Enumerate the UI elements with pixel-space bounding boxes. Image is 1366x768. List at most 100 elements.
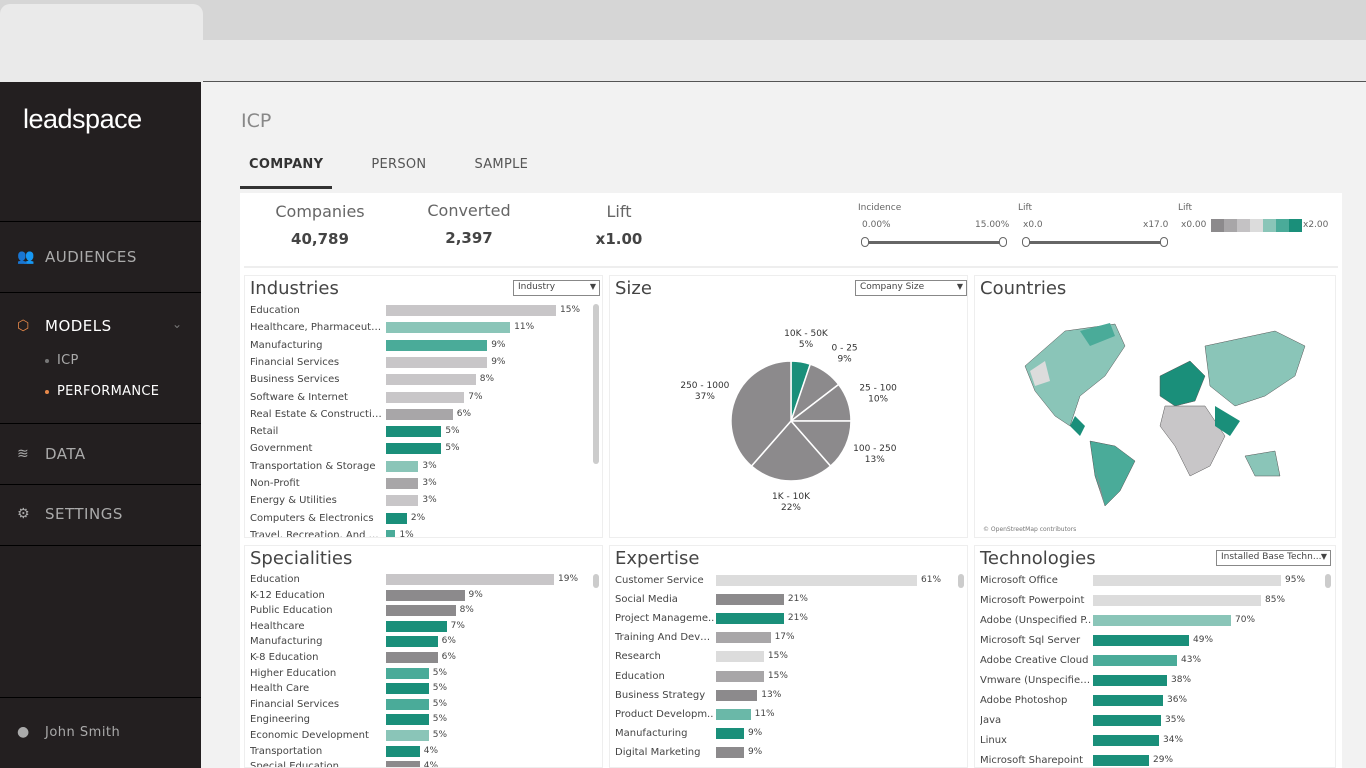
bar-label: Training And Devel.. — [615, 632, 715, 644]
scrollbar[interactable] — [593, 304, 599, 464]
bar-row[interactable]: Computers & Electronics 2% — [245, 511, 602, 526]
bar-row[interactable]: Linux 34% — [975, 734, 1335, 748]
bar-row[interactable]: Financial Services 9% — [245, 355, 602, 370]
bar-row[interactable]: Customer Service 61% — [610, 574, 967, 588]
bar-row[interactable]: Engineering 5% — [245, 713, 602, 727]
bar-value: 3% — [422, 460, 437, 471]
bar — [385, 682, 430, 696]
bar-value: 7% — [450, 620, 465, 631]
lift-slider[interactable] — [1022, 237, 1168, 247]
bar-row[interactable]: Product Developm.. 11% — [610, 707, 967, 722]
bar-row[interactable]: Adobe (Unspecified P.. 70% — [975, 614, 1335, 628]
bar-row[interactable]: Special Education 4% — [245, 760, 602, 767]
company-size-dropdown[interactable]: Company Size ▼ — [855, 280, 967, 296]
bar-label: Education — [250, 305, 300, 316]
sidebar-item-data[interactable]: ≋ DATA — [17, 445, 86, 463]
user-name: John Smith — [45, 724, 121, 740]
bar-row[interactable]: Business Services 8% — [245, 373, 602, 387]
bar-row[interactable]: Microsoft Sql Server 49% — [975, 634, 1335, 648]
bar-row[interactable]: Education 19% — [245, 573, 602, 587]
industry-dropdown[interactable]: Industry ▼ — [513, 280, 600, 296]
bar-row[interactable]: Public Education 8% — [245, 604, 602, 618]
bar-value: 11% — [514, 322, 535, 333]
pie-slice[interactable] — [750, 419, 832, 482]
scrollbar[interactable] — [1325, 574, 1331, 588]
bar — [385, 425, 443, 439]
bar — [715, 669, 765, 683]
bar-row[interactable]: Education 15% — [610, 669, 967, 684]
bar-row[interactable]: Healthcare 7% — [245, 619, 602, 634]
bar-row[interactable]: Travel, Recreation, And Lei.. 1% — [245, 528, 602, 537]
pie-slice[interactable] — [730, 360, 792, 468]
stat-converted: Converted 2,397 — [427, 201, 511, 247]
bar — [715, 631, 772, 645]
sidebar-subitem-performance[interactable]: PERFORMANCE — [45, 384, 159, 399]
bar-row[interactable]: Education 15% — [245, 304, 602, 318]
bar-label: Financial Services — [250, 356, 340, 368]
tab-company[interactable]: COMPANY — [240, 157, 333, 189]
bar-label: Adobe (Unspecified P.. — [980, 615, 1092, 626]
size-panel: Size Company Size ▼ 10K - 50K 5% 0 - 25 9% 25… — [609, 275, 968, 538]
bar-row[interactable]: Manufacturing 9% — [610, 726, 967, 741]
panel-title: Countries — [980, 278, 1067, 299]
bar-row[interactable]: K-12 Education 9% — [245, 588, 602, 603]
browser-tab[interactable] — [0, 4, 203, 82]
bar — [385, 477, 420, 490]
bar — [385, 373, 477, 387]
tab-person[interactable]: PERSON — [371, 157, 427, 172]
chevron-down-icon[interactable]: ⌄ — [172, 317, 183, 331]
bar-row[interactable]: Non-Profit 3% — [245, 477, 602, 491]
bar-row[interactable]: Economic Development 5% — [245, 729, 602, 743]
layers-icon: ≋ — [17, 446, 30, 462]
bar-row[interactable]: Software & Internet 7% — [245, 390, 602, 405]
bar-row[interactable]: Government 5% — [245, 442, 602, 456]
sidebar-item-models[interactable]: ⬡ MODELS — [17, 317, 112, 335]
sidebar-subitem-icp[interactable]: ICP — [45, 353, 79, 368]
bar-row[interactable]: Energy & Utilities 3% — [245, 494, 602, 508]
bar-value: 6% — [441, 652, 456, 662]
bar — [715, 650, 765, 664]
incidence-slider[interactable] — [861, 237, 1007, 247]
technology-dropdown[interactable]: Installed Base Techn... ▼ — [1216, 550, 1331, 566]
panel-title: Expertise — [615, 548, 700, 569]
bar-row[interactable]: Manufacturing 9% — [245, 338, 602, 353]
bar-row[interactable]: Adobe Creative Cloud 43% — [975, 654, 1335, 668]
bar — [1092, 574, 1282, 587]
bar-row[interactable]: Retail 5% — [245, 425, 602, 439]
bar-label: Government — [250, 443, 313, 455]
bar-row[interactable]: Research 15% — [610, 650, 967, 664]
bar-row[interactable]: Real Estate & Construction 6% — [245, 407, 602, 422]
sidebar-item-settings[interactable]: ⚙ SETTINGS — [17, 505, 123, 523]
bar-row[interactable]: Transportation 4% — [245, 744, 602, 759]
bar-label: Research — [615, 651, 661, 663]
user-menu[interactable]: ● John Smith — [17, 724, 120, 740]
bar-row[interactable]: Transportation & Storage 3% — [245, 459, 602, 474]
bar-row[interactable]: Vmware (Unspecified.. 38% — [975, 674, 1335, 688]
bar-row[interactable]: Microsoft Sharepoint 29% — [975, 754, 1335, 767]
bar-row[interactable]: Adobe Photoshop 36% — [975, 694, 1335, 708]
bar-label: K-8 Education — [250, 652, 319, 663]
bar-row[interactable]: Training And Devel.. 17% — [610, 631, 967, 645]
bar-row[interactable]: Manufacturing 6% — [245, 635, 602, 649]
bar-label: Education — [250, 574, 300, 585]
bar-row[interactable]: Business Strategy 13% — [610, 688, 967, 703]
tab-sample[interactable]: SAMPLE — [474, 157, 529, 172]
bar-row[interactable]: Health Care 5% — [245, 682, 602, 696]
bar-row[interactable]: Digital Marketing 9% — [610, 745, 967, 760]
bar-row[interactable]: Social Media 21% — [610, 593, 967, 607]
bar-row[interactable]: Higher Education 5% — [245, 666, 602, 681]
bar-row[interactable]: Project Manageme.. 21% — [610, 612, 967, 626]
sidebar-item-audiences[interactable]: 👥 AUDIENCES — [17, 248, 137, 266]
bar-row[interactable]: K-8 Education 6% — [245, 651, 602, 665]
scrollbar[interactable] — [593, 574, 599, 588]
bar-row[interactable]: Java 35% — [975, 714, 1335, 728]
scrollbar[interactable] — [958, 574, 964, 588]
world-map[interactable] — [975, 276, 1336, 538]
bar-row[interactable]: Financial Services 5% — [245, 697, 602, 712]
bar — [385, 442, 443, 456]
bar-row[interactable]: Microsoft Office 95% — [975, 574, 1335, 588]
bar-row[interactable]: Microsoft Powerpoint 85% — [975, 594, 1335, 608]
bar-row[interactable]: Healthcare, Pharmaceutic.. 11% — [245, 321, 602, 335]
users-icon: 👥 — [17, 249, 35, 265]
bar-value: 5% — [432, 698, 448, 709]
